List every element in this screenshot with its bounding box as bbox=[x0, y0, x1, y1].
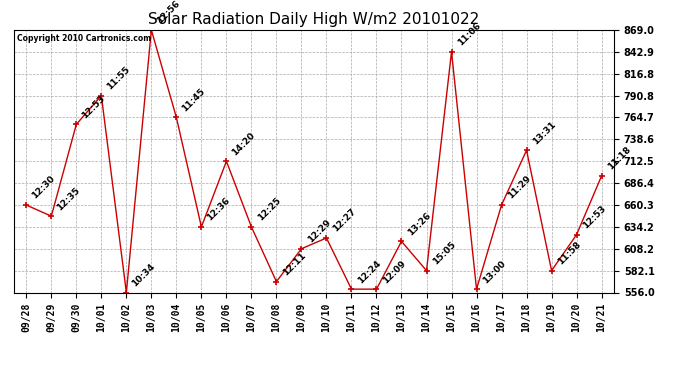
Text: 13:00: 13:00 bbox=[481, 258, 507, 285]
Text: 11:58: 11:58 bbox=[555, 240, 582, 267]
Text: 10:34: 10:34 bbox=[130, 262, 157, 288]
Text: Copyright 2010 Cartronics.com: Copyright 2010 Cartronics.com bbox=[17, 34, 151, 43]
Text: 11:06: 11:06 bbox=[455, 21, 482, 48]
Text: 13:26: 13:26 bbox=[406, 211, 432, 237]
Text: 12:29: 12:29 bbox=[306, 218, 333, 244]
Text: 12:24: 12:24 bbox=[355, 258, 382, 285]
Text: 12:27: 12:27 bbox=[331, 207, 357, 234]
Text: 15:05: 15:05 bbox=[431, 240, 457, 267]
Text: 13:31: 13:31 bbox=[531, 120, 558, 146]
Text: 11:55: 11:55 bbox=[106, 65, 132, 92]
Text: 12:35: 12:35 bbox=[55, 185, 82, 212]
Text: 12:36: 12:36 bbox=[206, 196, 232, 223]
Text: 11:18: 11:18 bbox=[606, 145, 632, 172]
Text: 12:09: 12:09 bbox=[381, 258, 407, 285]
Text: 11:45: 11:45 bbox=[181, 87, 207, 113]
Text: 12:53: 12:53 bbox=[81, 94, 107, 120]
Text: 12:30: 12:30 bbox=[30, 174, 57, 201]
Text: 12:56: 12:56 bbox=[155, 0, 182, 26]
Title: Solar Radiation Daily High W/m2 20101022: Solar Radiation Daily High W/m2 20101022 bbox=[148, 12, 480, 27]
Text: 12:11: 12:11 bbox=[281, 251, 307, 278]
Text: 14:20: 14:20 bbox=[230, 130, 257, 157]
Text: 12:25: 12:25 bbox=[255, 196, 282, 223]
Text: 12:53: 12:53 bbox=[581, 204, 607, 231]
Text: 11:29: 11:29 bbox=[506, 174, 533, 201]
